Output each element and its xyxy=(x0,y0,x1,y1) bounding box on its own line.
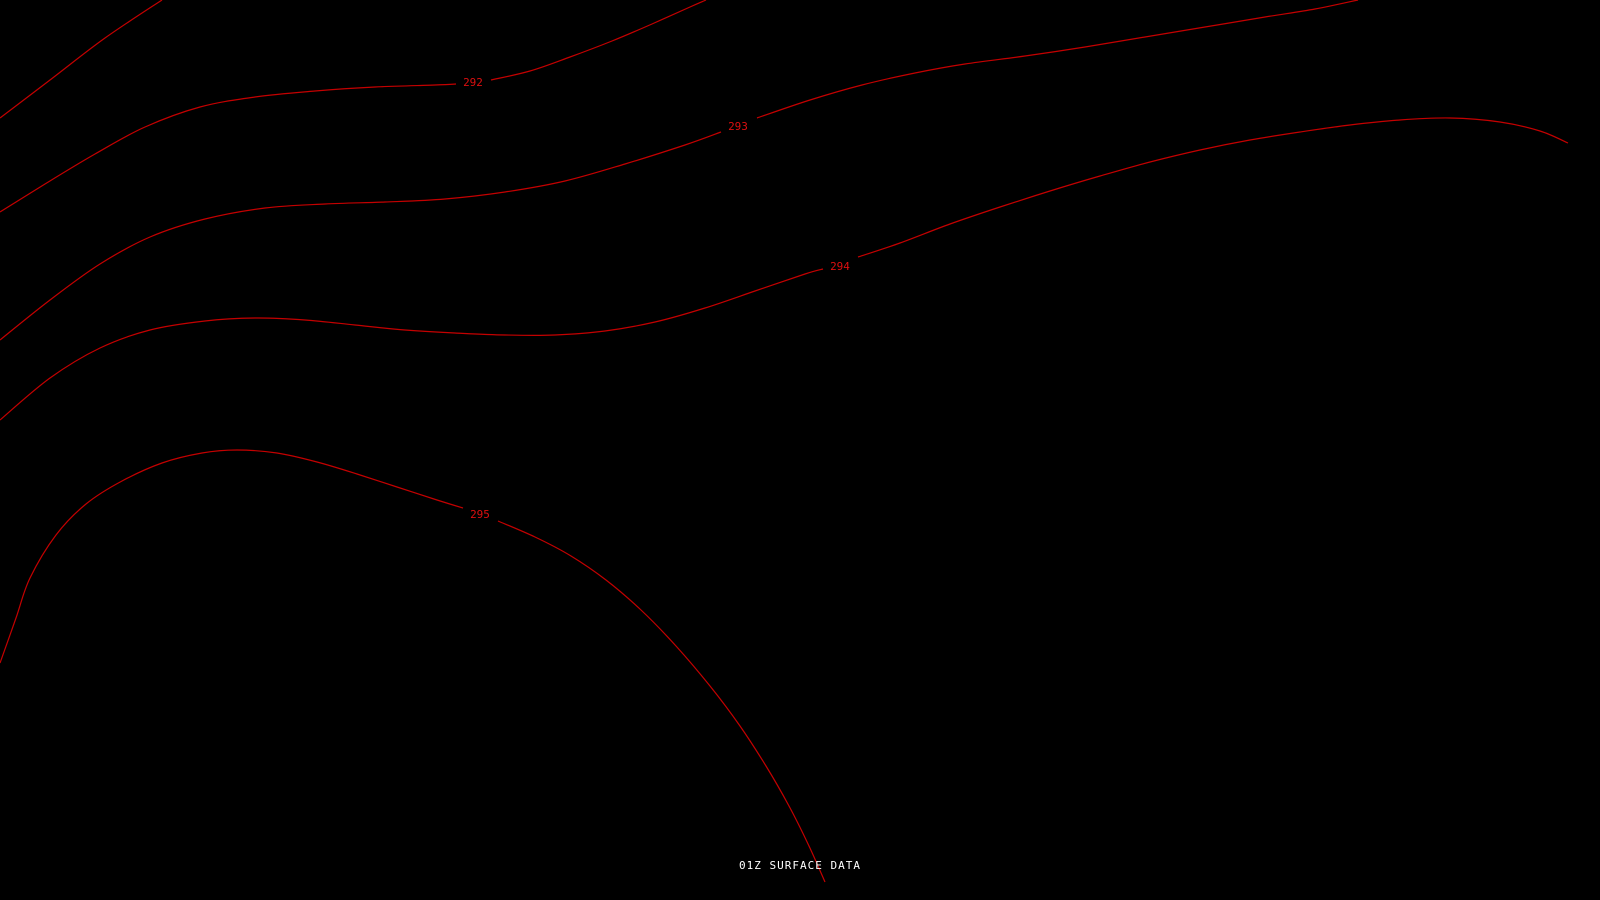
contour-line-292 xyxy=(0,83,457,213)
contour-line-294 xyxy=(0,268,824,421)
contour-line-291 xyxy=(0,0,163,119)
contour-line-294 xyxy=(857,117,1569,258)
contour-line-295 xyxy=(0,449,464,664)
contour-line-293 xyxy=(0,131,722,341)
contour-line-295 xyxy=(497,520,826,883)
contour-line-292 xyxy=(490,0,707,81)
contour-label-295: 295 xyxy=(470,508,490,521)
contour-label-293: 293 xyxy=(728,120,748,133)
contour-line-293 xyxy=(756,0,1359,119)
contour-label-292: 292 xyxy=(463,76,483,89)
contour-label-294: 294 xyxy=(830,260,850,273)
chart-caption: 01Z SURFACE DATA xyxy=(739,859,861,872)
